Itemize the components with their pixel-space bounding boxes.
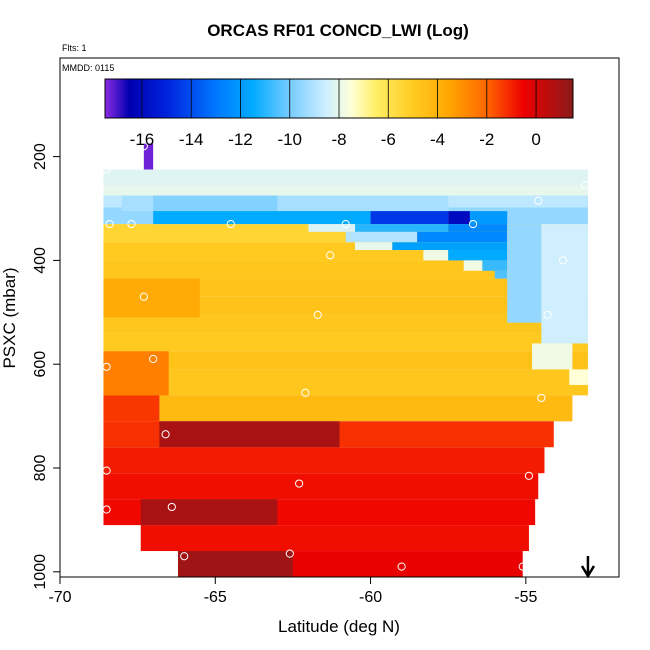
sample-point bbox=[397, 562, 406, 571]
colorbar-tick-label: -2 bbox=[479, 130, 494, 149]
plot-area bbox=[102, 142, 593, 577]
sample-point bbox=[313, 310, 322, 320]
heatmap-cell bbox=[482, 260, 508, 271]
heatmap-cell bbox=[355, 224, 449, 232]
chart-title: ORCAS RF01 CONCD_LWI (Log) bbox=[207, 21, 469, 40]
colorbar-tick-label: -10 bbox=[277, 130, 302, 149]
heatmap-cell bbox=[507, 224, 542, 323]
sample-point bbox=[301, 388, 310, 397]
sample-point bbox=[543, 310, 552, 320]
heatmap-cell bbox=[355, 242, 393, 251]
heatmap-cell bbox=[159, 421, 340, 448]
heatmap-cell bbox=[308, 224, 356, 232]
heatmap-cell bbox=[103, 278, 200, 318]
sample-point bbox=[167, 502, 176, 512]
heatmap-layer bbox=[103, 369, 588, 396]
heatmap-cell bbox=[423, 250, 449, 261]
sample-point bbox=[518, 562, 527, 571]
date-label: MMDD: 0115 bbox=[62, 63, 114, 73]
y-tick-label: 200 bbox=[32, 143, 49, 170]
heatmap-cell bbox=[532, 343, 573, 370]
sample-point bbox=[285, 549, 294, 558]
sample-point bbox=[149, 354, 158, 364]
axes: -70 -65 -60 -55 200 400 600 800 1000 bbox=[32, 143, 596, 606]
heatmap-cell bbox=[140, 499, 278, 526]
sample-point bbox=[583, 412, 593, 421]
sample-point bbox=[105, 219, 114, 229]
sample-point bbox=[139, 142, 148, 151]
heatmap-layer bbox=[103, 314, 588, 334]
x-tick-label: -60 bbox=[359, 589, 382, 606]
heatmap-cell bbox=[345, 231, 418, 243]
sample-point bbox=[468, 219, 478, 229]
heatmap-cell bbox=[469, 211, 508, 225]
sample-point bbox=[341, 219, 350, 229]
colorbar-tick-label: -14 bbox=[179, 130, 204, 149]
heatmap-cell bbox=[178, 551, 293, 577]
heatmap-cell bbox=[153, 195, 278, 212]
plot-frame bbox=[59, 57, 620, 578]
heatmap-cell bbox=[392, 242, 508, 251]
heatmap-cell bbox=[448, 250, 508, 261]
colorbar-tick-label: -16 bbox=[130, 130, 155, 149]
heatmap-cell bbox=[448, 224, 508, 232]
sample-point bbox=[180, 552, 189, 561]
heatmap-cell bbox=[103, 185, 588, 196]
sample-point bbox=[102, 165, 111, 174]
sample-point bbox=[161, 430, 170, 439]
y-axis-label: PSXC (mbar) bbox=[0, 267, 19, 368]
sample-point bbox=[139, 292, 148, 301]
heatmap-layer bbox=[103, 278, 588, 297]
sample-point bbox=[102, 466, 111, 475]
sample-point bbox=[580, 181, 589, 190]
heatmap-layer bbox=[140, 525, 529, 552]
heatmap-cell bbox=[494, 270, 508, 279]
sample-point bbox=[524, 471, 534, 480]
heatmap-layer bbox=[103, 395, 573, 422]
flights-label: Flts: 1 bbox=[62, 43, 87, 53]
sample-point bbox=[537, 393, 546, 403]
colorbar-tick-label: -4 bbox=[430, 130, 445, 149]
sample-point bbox=[295, 479, 304, 488]
colorbar-tick-label: -6 bbox=[381, 130, 396, 149]
x-tick-label: -65 bbox=[204, 589, 227, 606]
x-tick-label: -55 bbox=[514, 589, 537, 606]
heatmap-layer bbox=[103, 473, 539, 500]
heatmap-cell bbox=[103, 395, 160, 422]
x-tick-label: -70 bbox=[48, 589, 71, 606]
colorbar-tick-label: -8 bbox=[331, 130, 346, 149]
y-tick-label: 600 bbox=[32, 351, 49, 378]
colorbar-tick-label: 0 bbox=[531, 130, 540, 149]
heatmap-layer bbox=[143, 143, 154, 170]
heatmap-cell bbox=[448, 211, 470, 225]
heatmap-cell bbox=[463, 260, 483, 271]
sample-point bbox=[127, 219, 136, 229]
colorbar: -16 -14 -12 -10 -8 -6 -4 -2 0 bbox=[104, 78, 574, 149]
x-axis-label: Latitude (deg N) bbox=[278, 617, 400, 636]
heatmap-cell bbox=[541, 224, 588, 344]
sample-point bbox=[559, 256, 568, 265]
sample-point bbox=[534, 196, 543, 205]
heatmap-cell bbox=[417, 231, 508, 243]
y-tick-label: 400 bbox=[32, 247, 49, 274]
heatmap-cell bbox=[103, 351, 169, 396]
arrow-marker-head bbox=[580, 565, 596, 579]
sample-point bbox=[326, 251, 335, 260]
y-tick-label: 1000 bbox=[32, 554, 49, 590]
heatmap-layer bbox=[103, 296, 588, 315]
colorbar-tick-label: -12 bbox=[228, 130, 253, 149]
sample-point bbox=[102, 362, 111, 371]
heatmap-cell bbox=[370, 211, 449, 225]
heatmap-layer bbox=[103, 333, 588, 352]
sample-point bbox=[226, 219, 235, 229]
heatmap-layer bbox=[103, 447, 545, 474]
sample-point bbox=[102, 505, 111, 514]
heatmap-cell bbox=[153, 211, 371, 225]
heatmap-cell bbox=[569, 369, 588, 385]
heatmap-layer bbox=[103, 351, 588, 370]
y-tick-label: 800 bbox=[32, 455, 49, 482]
